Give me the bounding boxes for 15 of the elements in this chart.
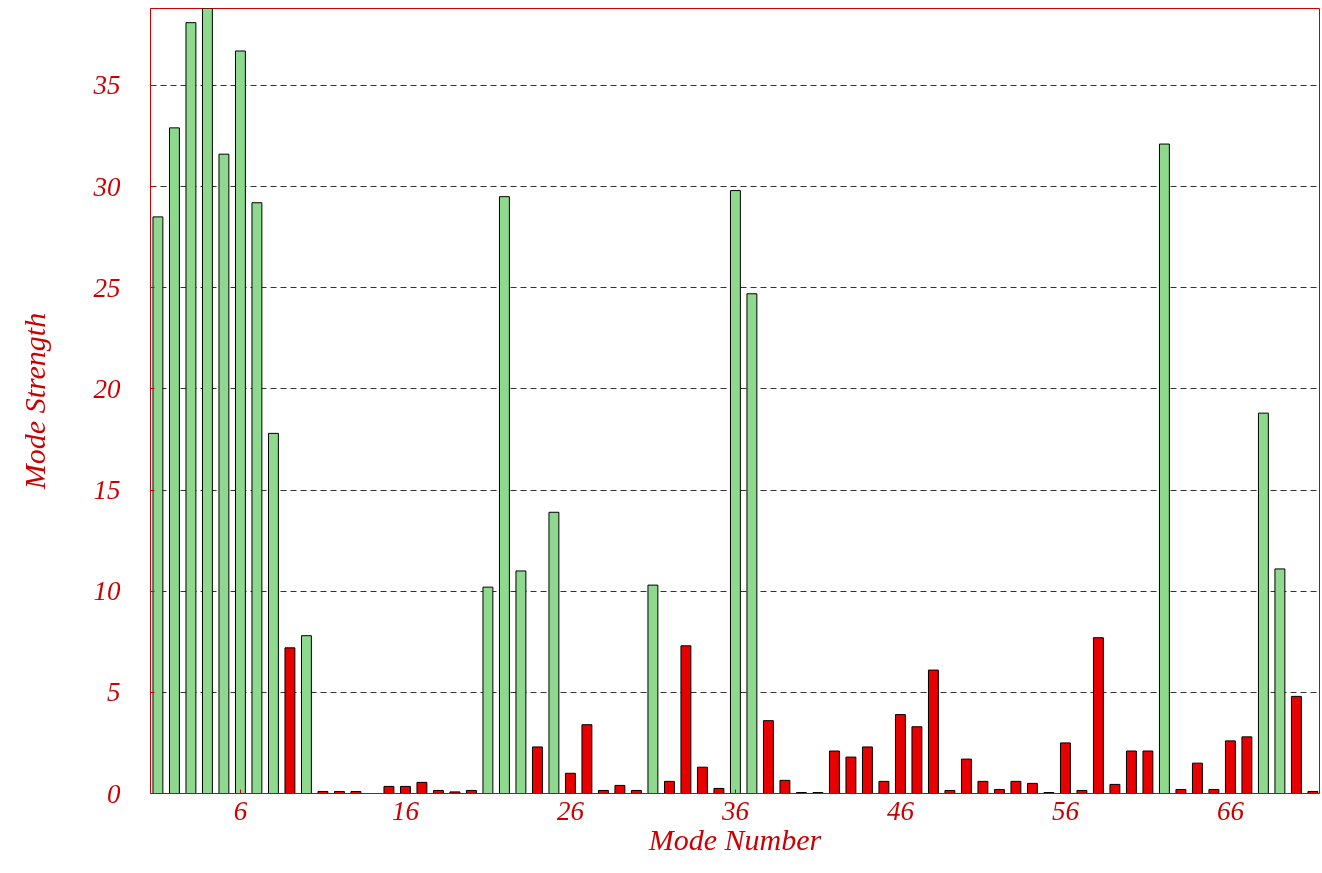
y-tick-label: 5 [107, 677, 121, 708]
x-tick-label: 56 [1051, 795, 1080, 826]
y-tick-label: 15 [93, 475, 121, 506]
y-tick-label: 0 [107, 778, 121, 809]
y-tick-label: 35 [92, 70, 121, 101]
y-tick-label: 20 [93, 373, 121, 404]
y-axis-title: Mode Strength [17, 312, 51, 491]
x-tick-label: 6 [233, 795, 248, 826]
y-tick-label: 30 [92, 171, 121, 202]
y-tick-label: 10 [93, 576, 121, 607]
x-tick-label: 26 [556, 795, 585, 826]
y-tick-label: 25 [93, 272, 121, 303]
x-tick-label: 46 [886, 795, 915, 826]
x-tick-label: 66 [1216, 795, 1245, 826]
x-tick-label: 16 [391, 795, 420, 826]
